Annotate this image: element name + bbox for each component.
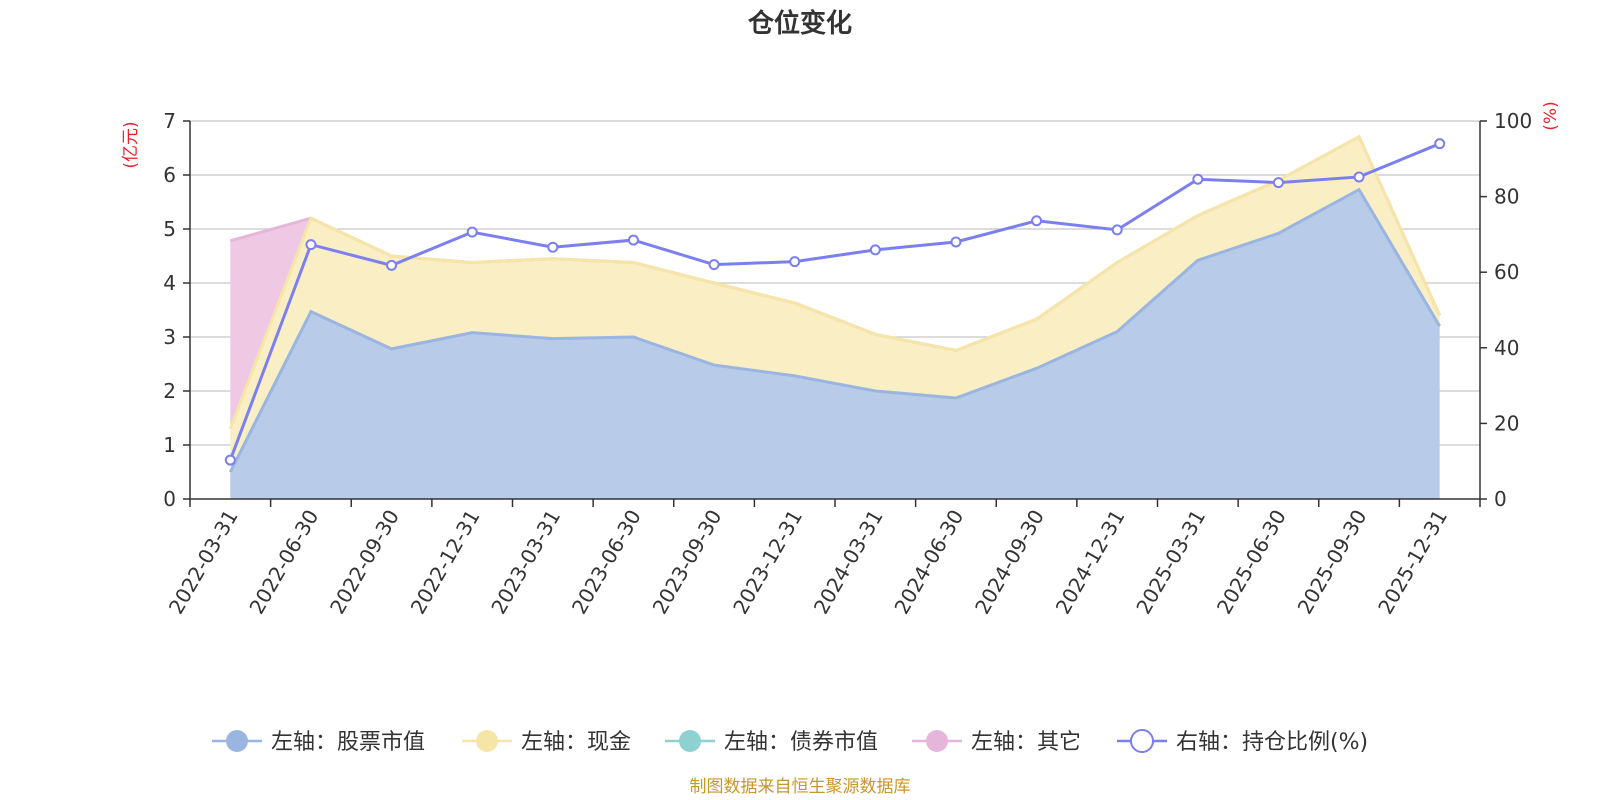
area-series xyxy=(230,136,1440,499)
right-tick-label: 80 xyxy=(1494,185,1519,209)
right-axis-ticks: 0 20 40 60 80 100 xyxy=(1480,109,1532,511)
ratio-point xyxy=(627,234,639,246)
left-tick-label: 5 xyxy=(163,217,176,241)
left-tick-label: 4 xyxy=(163,271,176,295)
left-tick-label: 3 xyxy=(163,325,176,349)
x-tick-label: 2023-03-31 xyxy=(486,506,565,619)
x-tick-label: 2024-03-31 xyxy=(809,506,888,619)
legend-label: 左轴：其它 xyxy=(971,730,1081,755)
x-tick-label: 2024-06-30 xyxy=(889,506,968,619)
x-tick-label: 2025-09-30 xyxy=(1292,506,1371,619)
ratio-point xyxy=(708,259,720,271)
x-tick-label: 2025-12-31 xyxy=(1373,506,1452,619)
ratio-point xyxy=(950,236,962,248)
x-tick-label: 2023-12-31 xyxy=(728,506,807,619)
left-axis-ticks: 0 1 2 3 4 5 6 7 xyxy=(163,109,190,511)
right-axis-unit: (%) xyxy=(1541,101,1561,130)
right-tick-label: 0 xyxy=(1494,487,1507,511)
ratio-point xyxy=(789,256,801,268)
ratio-point xyxy=(1192,173,1204,185)
legend-label: 右轴：持仓比例(%) xyxy=(1176,730,1368,755)
line-series xyxy=(228,134,1442,473)
ratio-line xyxy=(228,142,1441,461)
legend-marker-swatch xyxy=(476,730,498,752)
ratio-point xyxy=(547,241,559,253)
right-tick-label: 100 xyxy=(1494,109,1532,133)
left-tick-label: 6 xyxy=(163,163,176,187)
right-tick-label: 60 xyxy=(1494,260,1519,284)
x-tick-label: 2025-06-30 xyxy=(1212,506,1291,619)
legend-marker-swatch xyxy=(679,730,701,752)
x-tick-label: 2022-03-31 xyxy=(164,506,243,619)
x-axis-ticks: 2022-03-31 2022-06-30 2022-09-30 2022-12-31… xyxy=(164,499,1481,619)
right-tick-label: 20 xyxy=(1494,411,1519,435)
ratio-point xyxy=(1031,215,1043,227)
ratio-point xyxy=(1272,177,1284,189)
ratio-point xyxy=(1353,171,1365,183)
ratio-point xyxy=(869,244,881,256)
stock-line xyxy=(228,187,1441,473)
left-tick-label: 1 xyxy=(163,433,176,457)
ratio-point xyxy=(1434,138,1446,150)
ratio-point xyxy=(224,454,236,466)
ratio-point xyxy=(305,239,317,251)
x-tick-label: 2023-09-30 xyxy=(647,506,726,619)
legend-label: 左轴：股票市值 xyxy=(271,730,425,755)
x-tick-label: 2022-12-31 xyxy=(406,506,485,619)
x-tick-label: 2024-12-31 xyxy=(1051,506,1130,619)
left-axis-unit: (亿元) xyxy=(121,121,141,168)
source-note: 制图数据来自恒生聚源数据库 xyxy=(690,777,911,797)
left-tick-label: 0 xyxy=(163,487,176,511)
ratio-point xyxy=(466,226,478,238)
ratio-point xyxy=(386,259,398,271)
cash-area xyxy=(230,136,1440,472)
stock-area xyxy=(230,189,1440,499)
left-tick-label: 2 xyxy=(163,379,176,403)
ratio-point xyxy=(1111,224,1123,236)
x-tick-label: 2024-09-30 xyxy=(970,506,1049,619)
chart-title: 仓位变化 xyxy=(747,8,852,39)
left-tick-label: 7 xyxy=(163,109,176,133)
x-tick-label: 2022-06-30 xyxy=(244,506,323,619)
x-tick-label: 2025-03-31 xyxy=(1131,506,1210,619)
legend-label: 左轴：现金 xyxy=(521,730,631,755)
ratio-points xyxy=(224,138,1446,466)
legend-marker-swatch xyxy=(1130,729,1154,753)
legend-label: 左轴：债券市值 xyxy=(724,730,878,755)
legend: 左轴：股票市值 左轴：现金 左轴：债券市值 左轴：其它 右轴：持仓比例(%) xyxy=(212,729,1368,755)
cash-line xyxy=(228,134,1442,430)
x-tick-label: 2022-09-30 xyxy=(325,506,404,619)
x-tick-label: 2023-06-30 xyxy=(567,506,646,619)
right-tick-label: 40 xyxy=(1494,336,1519,360)
legend-marker-swatch xyxy=(226,730,248,752)
legend-marker-swatch xyxy=(926,730,948,752)
